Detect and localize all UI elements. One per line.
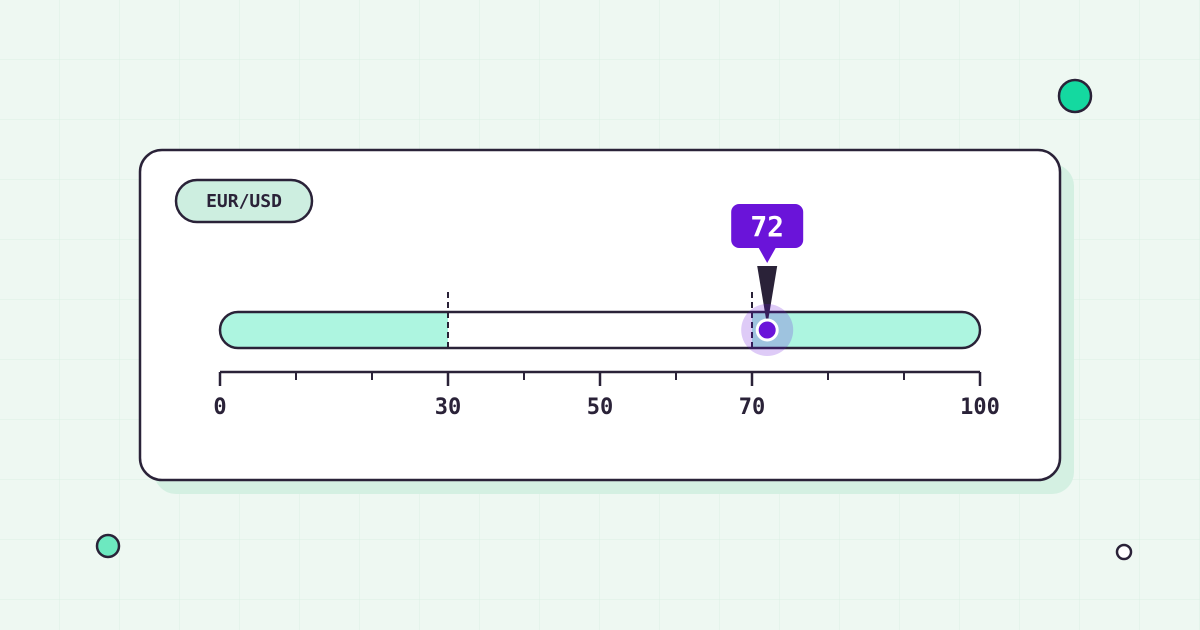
x-tick-label: 0 — [213, 395, 226, 420]
value-bubble-pointer — [758, 247, 777, 263]
marker — [755, 318, 779, 342]
x-tick-label: 50 — [587, 395, 614, 420]
decor-dot — [1115, 543, 1133, 561]
track — [218, 310, 982, 350]
decor-dot — [1057, 78, 1093, 114]
pair-badge — [174, 178, 314, 224]
low-zone — [220, 312, 448, 348]
high-zone — [752, 312, 980, 348]
pin — [757, 266, 778, 326]
pair-label: EUR/USD — [206, 191, 282, 212]
decor-dot — [95, 533, 121, 559]
plot: 0 30 50 70 100 72 — [213, 204, 1000, 420]
card — [138, 148, 1062, 482]
value-label: 72 — [750, 210, 784, 243]
x-tick-label: 70 — [739, 395, 766, 420]
x-tick-label: 100 — [960, 395, 1000, 420]
x-tick-label: 30 — [435, 395, 462, 420]
value-bubble — [731, 204, 804, 248]
zones — [220, 312, 980, 348]
